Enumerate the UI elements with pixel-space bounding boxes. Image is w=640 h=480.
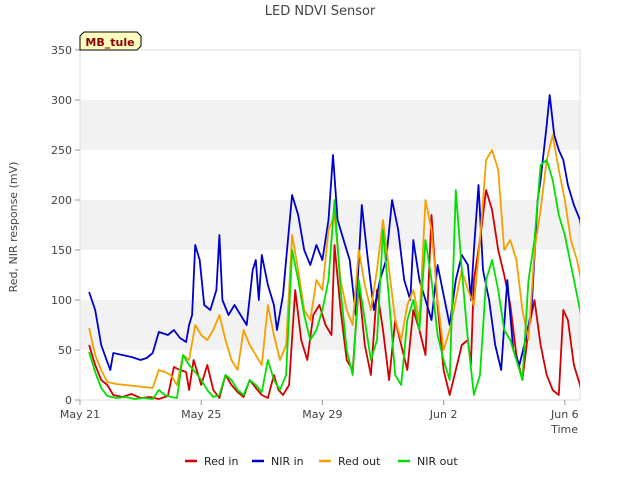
y-tick-label: 300	[51, 94, 72, 107]
legend: Red in NIR in Red out NIR out	[185, 455, 458, 468]
chart-title: LED NDVI Sensor	[265, 4, 376, 19]
badge-shape	[79, 31, 142, 51]
y-tick-label: 100	[51, 294, 72, 307]
legend-label: NIR in	[271, 455, 304, 468]
series-line-red-out	[88, 134, 580, 389]
x-tick-label: May 25	[181, 408, 221, 421]
x-tick-label: Jun 2	[429, 408, 458, 421]
y-tick-label: 200	[51, 194, 72, 207]
legend-item: Red out	[319, 455, 381, 468]
x-tick-label: May 21	[60, 408, 100, 421]
legend-label: Red in	[204, 455, 238, 468]
legend-item: NIR in	[252, 455, 304, 468]
x-axis-ticks: May 21 May 25 May 29 Jun 2 Jun 6	[60, 400, 579, 421]
legend-item: NIR out	[398, 455, 458, 468]
legend-item: Red in	[185, 455, 238, 468]
series-line-nir-out	[88, 159, 580, 400]
y-tick-label: 0	[65, 394, 72, 407]
series-lines	[88, 94, 580, 400]
y-axis-title: Red, NIR response (mV)	[7, 162, 20, 293]
y-tick-label: 50	[58, 344, 72, 357]
legend-label: NIR out	[417, 455, 458, 468]
y-axis-ticks: 0 50 100 150 200 250 300 350	[51, 44, 80, 407]
y-tick-label: 350	[51, 44, 72, 57]
grid-band	[80, 300, 580, 350]
legend-label: Red out	[338, 455, 381, 468]
grid-band	[80, 100, 580, 150]
x-tick-label: Jun 6	[550, 408, 579, 421]
x-axis-title: Time	[550, 423, 578, 436]
site-badge: MB_tule	[79, 31, 142, 51]
x-tick-label: May 29	[302, 408, 342, 421]
badge-label: MB_tule	[85, 36, 134, 49]
y-tick-label: 250	[51, 144, 72, 157]
y-tick-label: 150	[51, 244, 72, 257]
